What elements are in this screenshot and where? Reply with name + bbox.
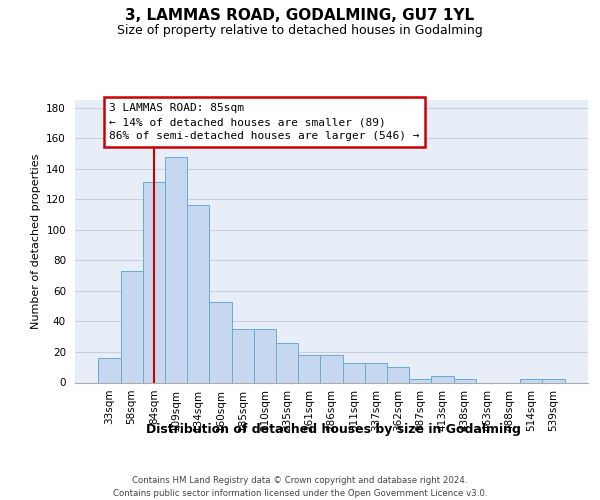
Text: 3, LAMMAS ROAD, GODALMING, GU7 1YL: 3, LAMMAS ROAD, GODALMING, GU7 1YL [125, 8, 475, 22]
Text: Size of property relative to detached houses in Godalming: Size of property relative to detached ho… [117, 24, 483, 37]
Bar [520, 380, 542, 382]
Bar [387, 367, 409, 382]
Bar [143, 182, 165, 382]
Y-axis label: Number of detached properties: Number of detached properties [31, 154, 41, 329]
Bar [365, 362, 387, 382]
Bar [121, 271, 143, 382]
Bar [454, 380, 476, 382]
Bar [343, 362, 365, 382]
Bar [165, 156, 187, 382]
Bar [298, 355, 320, 382]
Bar [209, 302, 232, 382]
Bar [98, 358, 121, 382]
Text: 3 LAMMAS ROAD: 85sqm
← 14% of detached houses are smaller (89)
86% of semi-detac: 3 LAMMAS ROAD: 85sqm ← 14% of detached h… [109, 103, 420, 141]
Text: Contains HM Land Registry data © Crown copyright and database right 2024.
Contai: Contains HM Land Registry data © Crown c… [113, 476, 487, 498]
Bar [254, 329, 276, 382]
Bar [409, 380, 431, 382]
Bar [187, 206, 209, 382]
Text: Distribution of detached houses by size in Godalming: Distribution of detached houses by size … [146, 422, 520, 436]
Bar [320, 355, 343, 382]
Bar [276, 343, 298, 382]
Bar [232, 329, 254, 382]
Bar [431, 376, 454, 382]
Bar [542, 380, 565, 382]
